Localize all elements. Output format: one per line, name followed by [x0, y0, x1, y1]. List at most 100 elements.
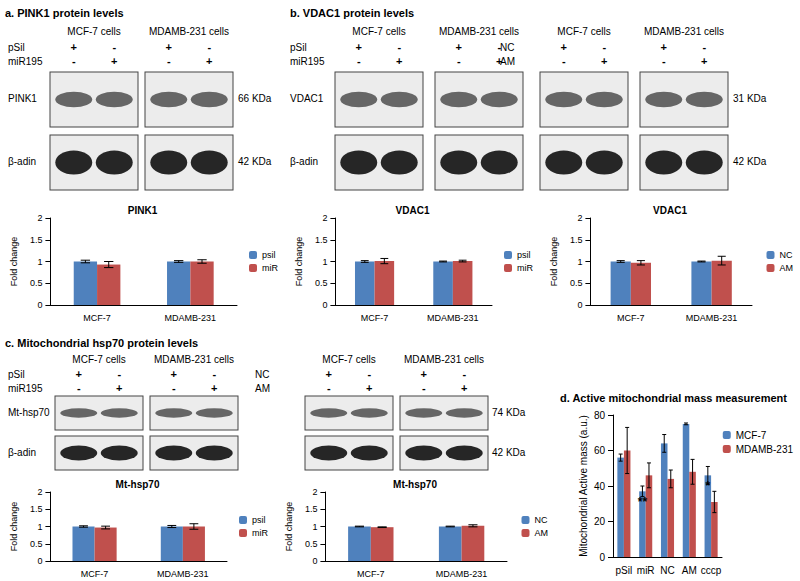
svg-text:MCF-7 cells: MCF-7 cells: [67, 26, 120, 37]
svg-text:pSil: pSil: [616, 565, 633, 576]
svg-text:PINK1: PINK1: [128, 205, 158, 216]
svg-text:0.5: 0.5: [315, 278, 328, 288]
svg-text:NC: NC: [500, 42, 514, 53]
svg-text:miR195: miR195: [8, 383, 43, 394]
svg-text:miR: miR: [637, 565, 655, 576]
svg-text:VDAC1: VDAC1: [290, 93, 324, 104]
svg-text:+: +: [166, 41, 172, 53]
svg-text:Mt-hsp70: Mt-hsp70: [116, 479, 160, 490]
svg-text:2: 2: [37, 487, 42, 497]
svg-text:0.5: 0.5: [570, 278, 583, 288]
svg-text:b. VDAC1 protein levels: b. VDAC1 protein levels: [290, 7, 414, 19]
svg-text:+: +: [561, 41, 567, 53]
svg-text:MDAMB-231: MDAMB-231: [427, 313, 479, 323]
svg-text:VDAC1: VDAC1: [653, 205, 687, 216]
svg-text:40: 40: [594, 481, 606, 492]
svg-text:+: +: [116, 382, 122, 394]
svg-text:2: 2: [577, 213, 582, 223]
svg-text:-: -: [562, 55, 566, 67]
svg-text:1.5: 1.5: [315, 235, 328, 245]
svg-text:MCF-7 cells: MCF-7 cells: [322, 354, 375, 365]
svg-text:VDAC1: VDAC1: [396, 205, 430, 216]
svg-text:2: 2: [37, 213, 42, 223]
svg-text:MDAMB-231 cells: MDAMB-231 cells: [154, 354, 234, 365]
svg-text:MDAMB-231 cells: MDAMB-231 cells: [149, 26, 229, 37]
svg-text:2: 2: [312, 487, 317, 497]
svg-text:Mt-hsp70: Mt-hsp70: [393, 479, 437, 490]
svg-text:miR: miR: [517, 263, 533, 273]
svg-text:psil: psil: [517, 250, 531, 260]
svg-text:pSil: pSil: [8, 42, 25, 53]
svg-text:-: -: [462, 368, 466, 380]
svg-text:1: 1: [37, 522, 42, 532]
svg-text:PINK1: PINK1: [8, 93, 37, 104]
svg-text:80: 80: [594, 410, 606, 421]
svg-text:MCF-7 cells: MCF-7 cells: [557, 26, 610, 37]
svg-text:psil: psil: [262, 250, 276, 260]
svg-text:-: -: [397, 41, 401, 53]
svg-text:β-adin: β-adin: [8, 447, 36, 458]
svg-text:0: 0: [322, 300, 327, 310]
svg-text:0.5: 0.5: [30, 539, 43, 549]
svg-text:+: +: [396, 55, 402, 67]
svg-text:MCF-7 cells: MCF-7 cells: [72, 354, 125, 365]
svg-text:Mt-hsp70: Mt-hsp70: [8, 407, 50, 418]
svg-text:+: +: [366, 382, 372, 394]
svg-text:β-adin: β-adin: [290, 156, 318, 167]
svg-text:-: -: [167, 55, 171, 67]
svg-text:66 KDa: 66 KDa: [238, 93, 272, 104]
svg-text:0: 0: [312, 556, 317, 566]
svg-text:+: +: [111, 55, 117, 67]
svg-text:MCF-7: MCF-7: [357, 569, 385, 579]
svg-text:pSil: pSil: [8, 369, 25, 380]
svg-text:MDAMB-231: MDAMB-231: [436, 569, 488, 579]
svg-text:**: **: [638, 495, 648, 509]
svg-text:Fold change: Fold change: [294, 237, 304, 287]
svg-text:Fold change: Fold change: [9, 237, 19, 287]
svg-text:MCF-7: MCF-7: [617, 313, 645, 323]
svg-text:42 KDa: 42 KDa: [238, 156, 272, 167]
svg-text:+: +: [71, 41, 77, 53]
svg-text:+: +: [326, 368, 332, 380]
svg-text:0.5: 0.5: [30, 278, 43, 288]
svg-text:1: 1: [312, 522, 317, 532]
svg-text:1.5: 1.5: [570, 235, 583, 245]
svg-text:-: -: [457, 55, 461, 67]
svg-text:74 KDa: 74 KDa: [492, 407, 526, 418]
svg-text:AM: AM: [500, 56, 515, 67]
svg-text:AM: AM: [255, 383, 270, 394]
svg-text:-: -: [327, 382, 331, 394]
svg-text:31 KDa: 31 KDa: [733, 93, 767, 104]
svg-text:-: -: [662, 55, 666, 67]
svg-text:-: -: [117, 368, 121, 380]
svg-text:+: +: [661, 41, 667, 53]
svg-text:NC: NC: [255, 369, 269, 380]
svg-text:MCF-7 cells: MCF-7 cells: [352, 26, 405, 37]
svg-text:MCF-7: MCF-7: [81, 569, 109, 579]
svg-text:-: -: [207, 41, 211, 53]
svg-text:MDAMB-231: MDAMB-231: [157, 569, 209, 579]
svg-text:-: -: [112, 41, 116, 53]
svg-text:-: -: [172, 382, 176, 394]
svg-text:+: +: [356, 41, 362, 53]
svg-text:MDAMB-231 cells: MDAMB-231 cells: [439, 26, 519, 37]
svg-text:miR: miR: [262, 263, 278, 273]
svg-text:0: 0: [577, 300, 582, 310]
svg-text:psil: psil: [252, 515, 266, 525]
svg-text:Fold change: Fold change: [284, 502, 294, 552]
svg-text:pSil: pSil: [290, 42, 307, 53]
svg-text:1: 1: [37, 257, 42, 267]
svg-text:-: -: [602, 41, 606, 53]
svg-text:MDAMB-231: MDAMB-231: [165, 313, 217, 323]
svg-text:β-adin: β-adin: [8, 156, 36, 167]
svg-text:Mitochondrial Active mass (a.u: Mitochondrial Active mass (a.u.): [578, 415, 589, 557]
svg-text:Fold change: Fold change: [549, 237, 559, 287]
svg-text:60: 60: [594, 445, 606, 456]
svg-text:-: -: [77, 382, 81, 394]
svg-text:2: 2: [322, 213, 327, 223]
svg-text:20: 20: [594, 516, 606, 527]
svg-text:MDAMB-231 cells: MDAMB-231 cells: [404, 354, 484, 365]
svg-text:1: 1: [322, 257, 327, 267]
svg-text:1: 1: [577, 257, 582, 267]
svg-text:MDAMB-231: MDAMB-231: [736, 444, 794, 455]
